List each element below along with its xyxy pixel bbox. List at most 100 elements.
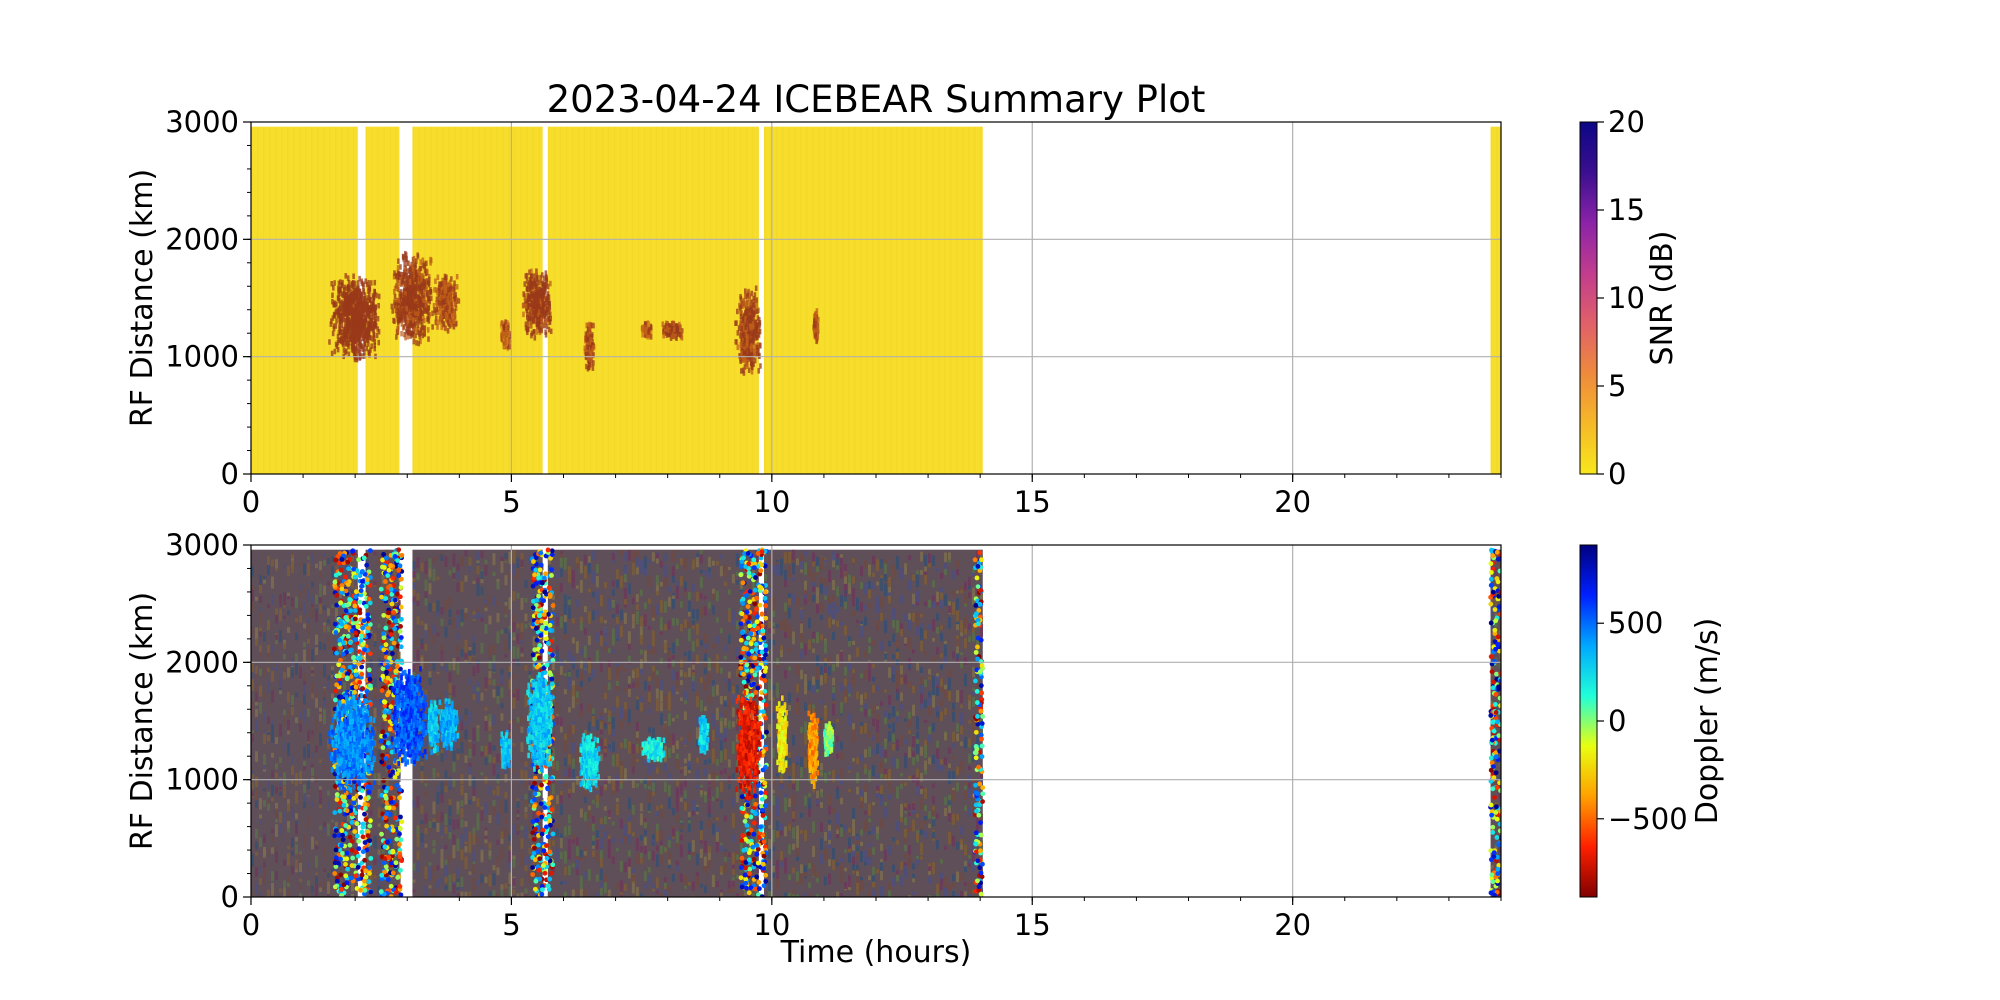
echo-point [669,335,673,341]
echo-point [368,322,372,328]
echo-point [448,292,451,298]
echo-point [453,300,457,306]
echo-point [362,714,365,721]
echo-point [454,291,457,298]
echo-point [431,310,434,317]
echo-point [545,296,548,303]
echo-point [368,755,371,762]
echo-point [419,338,422,345]
echo-point [450,745,453,751]
echo-point [358,731,361,738]
echo-point [441,714,444,721]
echo-point [416,738,420,744]
echo-point [538,317,542,323]
snr-grid [251,122,1501,474]
echo-point [739,358,743,364]
echo-point [529,319,533,325]
echo-point [815,338,818,345]
echo-point [360,280,364,287]
echo-point [408,728,412,734]
echo-point [400,321,404,327]
echo-point [454,305,458,311]
echo-point [355,740,358,746]
chart-title: 2023-04-24 ICEBEAR Summary Plot [547,78,1206,121]
echo-point [410,758,413,764]
echo-point [413,264,417,271]
echo-point [352,303,356,310]
echo-point [398,695,401,701]
echo-point [354,706,358,712]
echo-point [339,752,342,759]
echo-point [351,711,355,717]
echo-point [440,281,443,287]
echo-point [396,312,400,319]
echo-point [754,326,757,332]
echo-point [739,313,743,320]
x-tick-label: 0 [242,485,260,519]
echo-point [420,697,423,703]
echo-point [530,284,533,290]
echo-point [403,669,407,676]
echo-point [455,710,459,716]
echo-point [425,290,429,296]
echo-point [367,326,371,332]
echo-point [427,723,431,729]
echo-point [365,713,368,719]
echo-point [416,683,419,689]
echo-point [544,270,548,276]
echo-point [534,312,538,318]
echo-point [447,714,450,721]
echo-point [408,740,412,747]
echo-point [407,733,410,739]
echo-point [367,350,371,356]
echo-point [398,687,401,693]
echo-point [399,275,402,282]
echo-point [331,729,334,735]
echo-point [423,748,427,755]
echo-point [757,325,760,331]
echo-point [352,290,355,297]
echo-point [751,321,755,327]
echo-point [414,306,418,312]
echo-point [360,708,363,714]
echo-point [427,276,431,283]
echo-point [429,289,433,295]
echo-point [343,300,347,307]
echo-point [739,342,743,348]
echo-point [443,288,447,295]
echo-point [404,319,408,326]
echo-point [347,280,351,286]
echo-point [528,309,532,316]
echo-point [743,341,746,347]
echo-point [429,699,433,706]
echo-point [536,317,540,323]
echo-point [442,742,446,748]
echo-point [413,303,416,309]
echo-point [340,322,344,329]
echo-point [366,301,369,308]
echo-point [348,297,352,304]
echo-point [445,274,448,281]
echo-point [445,744,449,751]
echo-point [425,278,429,284]
echo-point [356,776,360,782]
echo-point [592,322,595,329]
echo-point [440,318,444,325]
echo-point [360,313,364,319]
echo-point [449,300,453,307]
echo-point [343,761,346,768]
echo-point [369,304,372,311]
echo-point [444,716,448,723]
echo-point [662,333,665,339]
echo-point [525,286,529,293]
echo-point [505,738,509,744]
echo-point [452,324,456,330]
echo-point [353,747,357,753]
echo-point [501,736,505,742]
echo-point [410,298,413,305]
echo-point [406,278,409,284]
echo-point [336,757,340,763]
echo-point [335,710,338,717]
echo-point [757,331,760,338]
echo-point [369,733,373,740]
